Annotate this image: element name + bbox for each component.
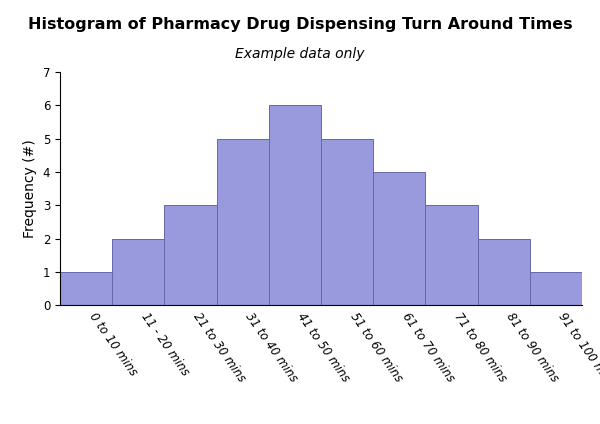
Text: Histogram of Pharmacy Drug Dispensing Turn Around Times: Histogram of Pharmacy Drug Dispensing Tu… (28, 17, 572, 32)
Text: Example data only: Example data only (235, 47, 365, 61)
Bar (373, 172, 425, 305)
Bar (217, 139, 269, 305)
Bar (112, 239, 164, 305)
Bar (60, 272, 112, 305)
Y-axis label: Frequency (#): Frequency (#) (23, 139, 37, 238)
Bar (425, 205, 478, 305)
Bar (530, 272, 582, 305)
Bar (478, 239, 530, 305)
Bar (164, 205, 217, 305)
Bar (269, 106, 321, 305)
Bar (321, 139, 373, 305)
